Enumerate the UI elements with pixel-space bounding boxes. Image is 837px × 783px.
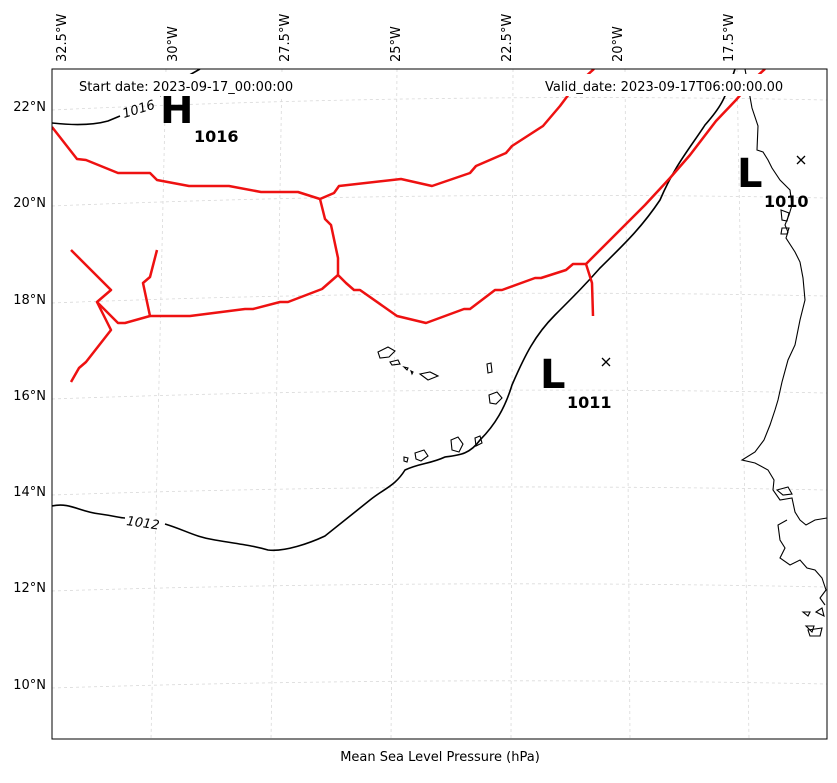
african-coast-south (777, 519, 827, 606)
lon-label: 27.5°W (278, 14, 293, 62)
lon-label: 17.5°W (722, 14, 737, 62)
lat-label: 10°N (13, 678, 46, 693)
low-pressure-value: 1010 (764, 192, 809, 211)
graticule (52, 69, 827, 739)
lon-label: 32.5°W (55, 14, 70, 62)
fronts (52, 69, 766, 383)
lon-label: 22.5°W (500, 14, 515, 62)
isobar-1012 (52, 69, 736, 552)
lat-label: 20°N (13, 196, 46, 211)
lat-label: 14°N (13, 485, 46, 500)
low-pressure-value: 1011 (567, 393, 612, 412)
high-pressure-value: 1016 (194, 127, 239, 146)
lat-label: 12°N (13, 581, 46, 596)
lon-label: 30°W (166, 26, 181, 62)
valid-date-backdrop (542, 74, 804, 96)
latitude-labels: 22°N 20°N 18°N 16°N 14°N 12°N 10°N (13, 100, 46, 693)
longitude-labels: 32.5°W 30°W 27.5°W 25°W 22.5°W 20°W 17.5… (55, 14, 737, 62)
isobars: 1016 1012 (52, 69, 736, 552)
lat-label: 16°N (13, 389, 46, 404)
low-pressure-letter: L (737, 151, 763, 197)
lon-label: 25°W (389, 26, 404, 62)
map-frame (51, 68, 828, 740)
low-center-marker (796, 155, 806, 165)
lon-label: 20°W (611, 26, 626, 62)
coastlines (740, 69, 827, 637)
african-coast (740, 69, 827, 526)
pressure-centers: H 1016 L 1010 L 1011 (160, 87, 809, 412)
front-line (70, 249, 151, 325)
lat-label: 22°N (13, 100, 46, 115)
isobar-label-1012: 1012 (125, 514, 160, 533)
low-pressure-letter: L (540, 352, 566, 398)
start-date-backdrop (75, 74, 311, 96)
start-date-label: Start date: 2023-09-17_00:00:00 (79, 80, 293, 95)
front-line (52, 69, 595, 201)
lat-label: 18°N (13, 293, 46, 308)
cape-verde-islands (377, 346, 503, 463)
x-axis-label: Mean Sea Level Pressure (hPa) (340, 750, 540, 765)
front-line (69, 301, 113, 383)
front-line (141, 249, 339, 318)
isobar-label-1016: 1016 (121, 98, 157, 122)
low-center-marker (601, 357, 611, 367)
valid-date-label: Valid_date: 2023-09-17T06:00:00.00 (545, 80, 783, 95)
front-line (318, 198, 595, 325)
